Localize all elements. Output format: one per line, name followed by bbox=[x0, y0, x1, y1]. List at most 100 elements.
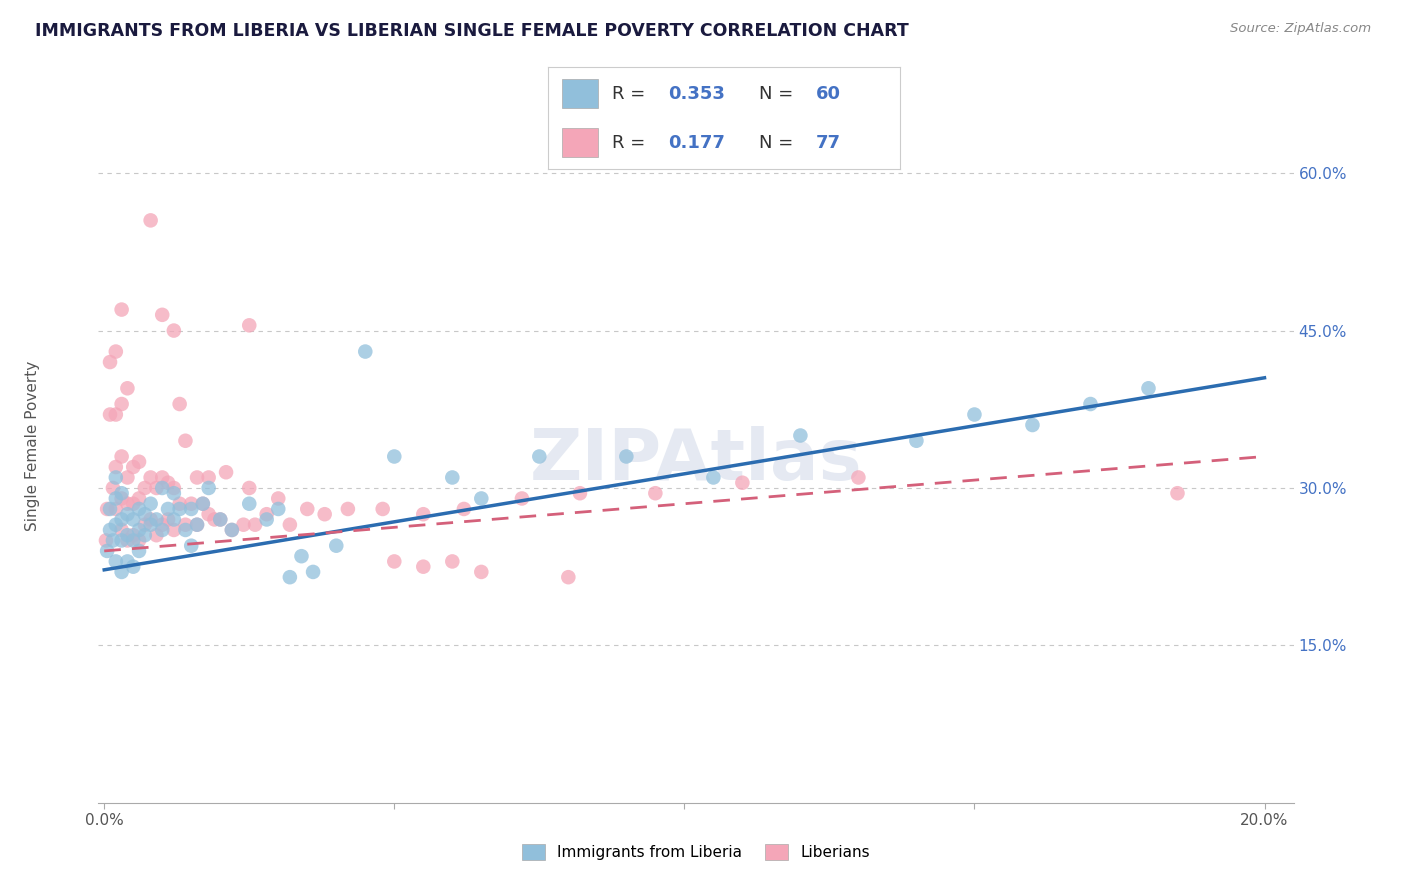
Point bbox=[238, 497, 260, 511]
Point bbox=[117, 381, 139, 395]
Point bbox=[128, 455, 150, 469]
Point bbox=[104, 502, 127, 516]
Point bbox=[98, 523, 121, 537]
Point bbox=[238, 481, 260, 495]
Point bbox=[104, 408, 127, 422]
Point bbox=[1166, 486, 1188, 500]
Point bbox=[150, 481, 173, 495]
Point bbox=[122, 533, 145, 548]
Text: 77: 77 bbox=[815, 134, 841, 152]
Point bbox=[215, 465, 238, 479]
Point bbox=[117, 554, 139, 568]
Point bbox=[150, 308, 173, 322]
Point bbox=[98, 502, 121, 516]
Point bbox=[169, 497, 191, 511]
Point bbox=[117, 470, 139, 484]
Point bbox=[117, 528, 139, 542]
Text: Source: ZipAtlas.com: Source: ZipAtlas.com bbox=[1230, 22, 1371, 36]
Point bbox=[128, 533, 150, 548]
Point bbox=[134, 507, 156, 521]
Text: 60: 60 bbox=[815, 85, 841, 103]
Point bbox=[290, 549, 312, 564]
Point bbox=[104, 491, 127, 506]
Point bbox=[1137, 381, 1160, 395]
Text: R =: R = bbox=[612, 85, 645, 103]
Point bbox=[101, 481, 124, 495]
Point bbox=[180, 539, 202, 553]
Point bbox=[221, 523, 243, 537]
Point bbox=[122, 497, 145, 511]
Point bbox=[111, 450, 134, 464]
Point bbox=[238, 318, 260, 333]
Point bbox=[145, 481, 167, 495]
Point bbox=[278, 570, 301, 584]
Point bbox=[204, 512, 226, 526]
Text: Single Female Poverty: Single Female Poverty bbox=[25, 361, 41, 531]
Text: N =: N = bbox=[759, 134, 793, 152]
Point bbox=[111, 486, 134, 500]
Point bbox=[180, 497, 202, 511]
Point bbox=[111, 565, 134, 579]
Point bbox=[174, 523, 197, 537]
Point bbox=[371, 502, 394, 516]
Point bbox=[1021, 417, 1043, 432]
Point bbox=[139, 497, 162, 511]
Point bbox=[412, 559, 434, 574]
Point bbox=[111, 512, 134, 526]
Point bbox=[157, 502, 180, 516]
Point bbox=[139, 517, 162, 532]
Point bbox=[510, 491, 533, 506]
Text: 0.177: 0.177 bbox=[668, 134, 724, 152]
Point bbox=[104, 517, 127, 532]
Point bbox=[150, 517, 173, 532]
Point bbox=[702, 470, 724, 484]
Point bbox=[122, 559, 145, 574]
Point bbox=[139, 213, 162, 227]
Point bbox=[336, 502, 359, 516]
Point bbox=[441, 554, 464, 568]
Point bbox=[354, 344, 377, 359]
Point bbox=[150, 470, 173, 484]
Point bbox=[382, 554, 405, 568]
Point bbox=[128, 502, 150, 516]
Point bbox=[197, 507, 219, 521]
Point bbox=[98, 408, 121, 422]
Point bbox=[557, 570, 579, 584]
Legend: Immigrants from Liberia, Liberians: Immigrants from Liberia, Liberians bbox=[516, 838, 876, 866]
Point bbox=[98, 355, 121, 369]
Point bbox=[614, 450, 637, 464]
Point bbox=[186, 470, 208, 484]
FancyBboxPatch shape bbox=[562, 79, 598, 108]
Point bbox=[157, 512, 180, 526]
Point bbox=[163, 486, 186, 500]
Point bbox=[278, 517, 301, 532]
Point bbox=[169, 502, 191, 516]
Point bbox=[470, 565, 492, 579]
Point bbox=[325, 539, 347, 553]
Point bbox=[157, 475, 180, 490]
Point bbox=[145, 512, 167, 526]
Point bbox=[104, 344, 127, 359]
Point bbox=[128, 523, 150, 537]
Point bbox=[163, 324, 186, 338]
Point bbox=[314, 507, 336, 521]
Point bbox=[297, 502, 319, 516]
Point bbox=[128, 491, 150, 506]
Point bbox=[848, 470, 870, 484]
Point bbox=[243, 517, 266, 532]
Point bbox=[122, 528, 145, 542]
Point bbox=[139, 470, 162, 484]
Point bbox=[197, 470, 219, 484]
Point bbox=[128, 544, 150, 558]
Point bbox=[644, 486, 666, 500]
FancyBboxPatch shape bbox=[562, 128, 598, 157]
Point bbox=[163, 481, 186, 495]
Point bbox=[256, 507, 278, 521]
Point bbox=[789, 428, 811, 442]
Point bbox=[412, 507, 434, 521]
Point bbox=[963, 408, 986, 422]
Point bbox=[180, 502, 202, 516]
Point bbox=[111, 302, 134, 317]
Point bbox=[221, 523, 243, 537]
Point bbox=[302, 565, 325, 579]
